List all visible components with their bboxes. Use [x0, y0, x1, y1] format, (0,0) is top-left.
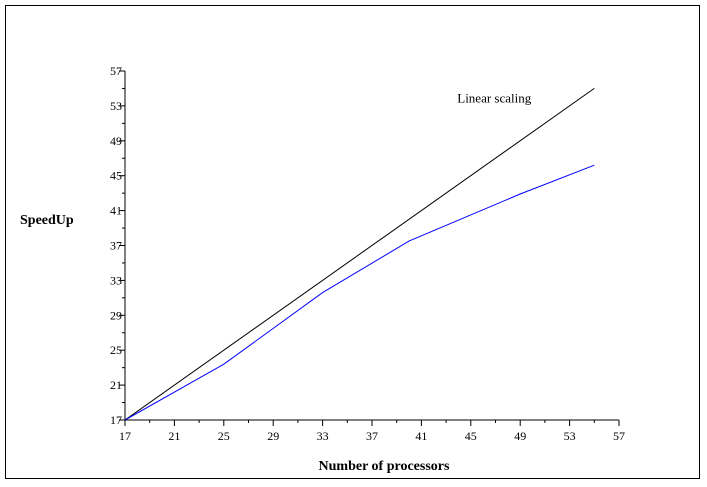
x-tick-label: 37: [366, 429, 378, 443]
x-ticks: 17 21 25 29 33 37 41 45 49 53 57: [119, 420, 625, 443]
y-tick-label: 21: [110, 378, 122, 392]
y-tick-label: 37: [110, 239, 122, 253]
linear-scaling-line: [124, 87, 595, 421]
x-tick-label: 41: [415, 429, 427, 443]
annotations: Linear scaling: [457, 90, 531, 105]
y-tick-label: 49: [110, 134, 122, 148]
y-tick-label: 41: [110, 204, 122, 218]
y-tick-label: 29: [110, 308, 122, 322]
y-tick-label: 25: [110, 343, 122, 357]
chart-frame: [5, 5, 700, 479]
y-tick-label: 57: [110, 64, 122, 78]
series-lines: [124, 87, 595, 421]
y-ticks: 17 21 25 29 33 37 41 45 49 53 57: [110, 64, 125, 427]
x-tick-label: 53: [564, 429, 576, 443]
x-tick-label: 57: [613, 429, 625, 443]
x-tick-label: 21: [168, 429, 180, 443]
x-tick-label: 29: [267, 429, 279, 443]
y-tick-label: 53: [110, 99, 122, 113]
linear-scaling-annotation: Linear scaling: [457, 90, 531, 105]
y-tick-label: 17: [110, 413, 122, 427]
x-tick-label: 45: [465, 429, 477, 443]
measured-speedup-line: [124, 164, 595, 421]
x-tick-label: 17: [119, 429, 131, 443]
x-tick-label: 33: [317, 429, 329, 443]
y-tick-label: 33: [110, 273, 122, 287]
x-tick-label: 49: [514, 429, 526, 443]
y-tick-label: 45: [110, 169, 122, 183]
x-tick-label: 25: [218, 429, 230, 443]
x-axis-title: Number of processors: [319, 459, 450, 474]
y-axis-title: SpeedUp: [20, 213, 74, 228]
